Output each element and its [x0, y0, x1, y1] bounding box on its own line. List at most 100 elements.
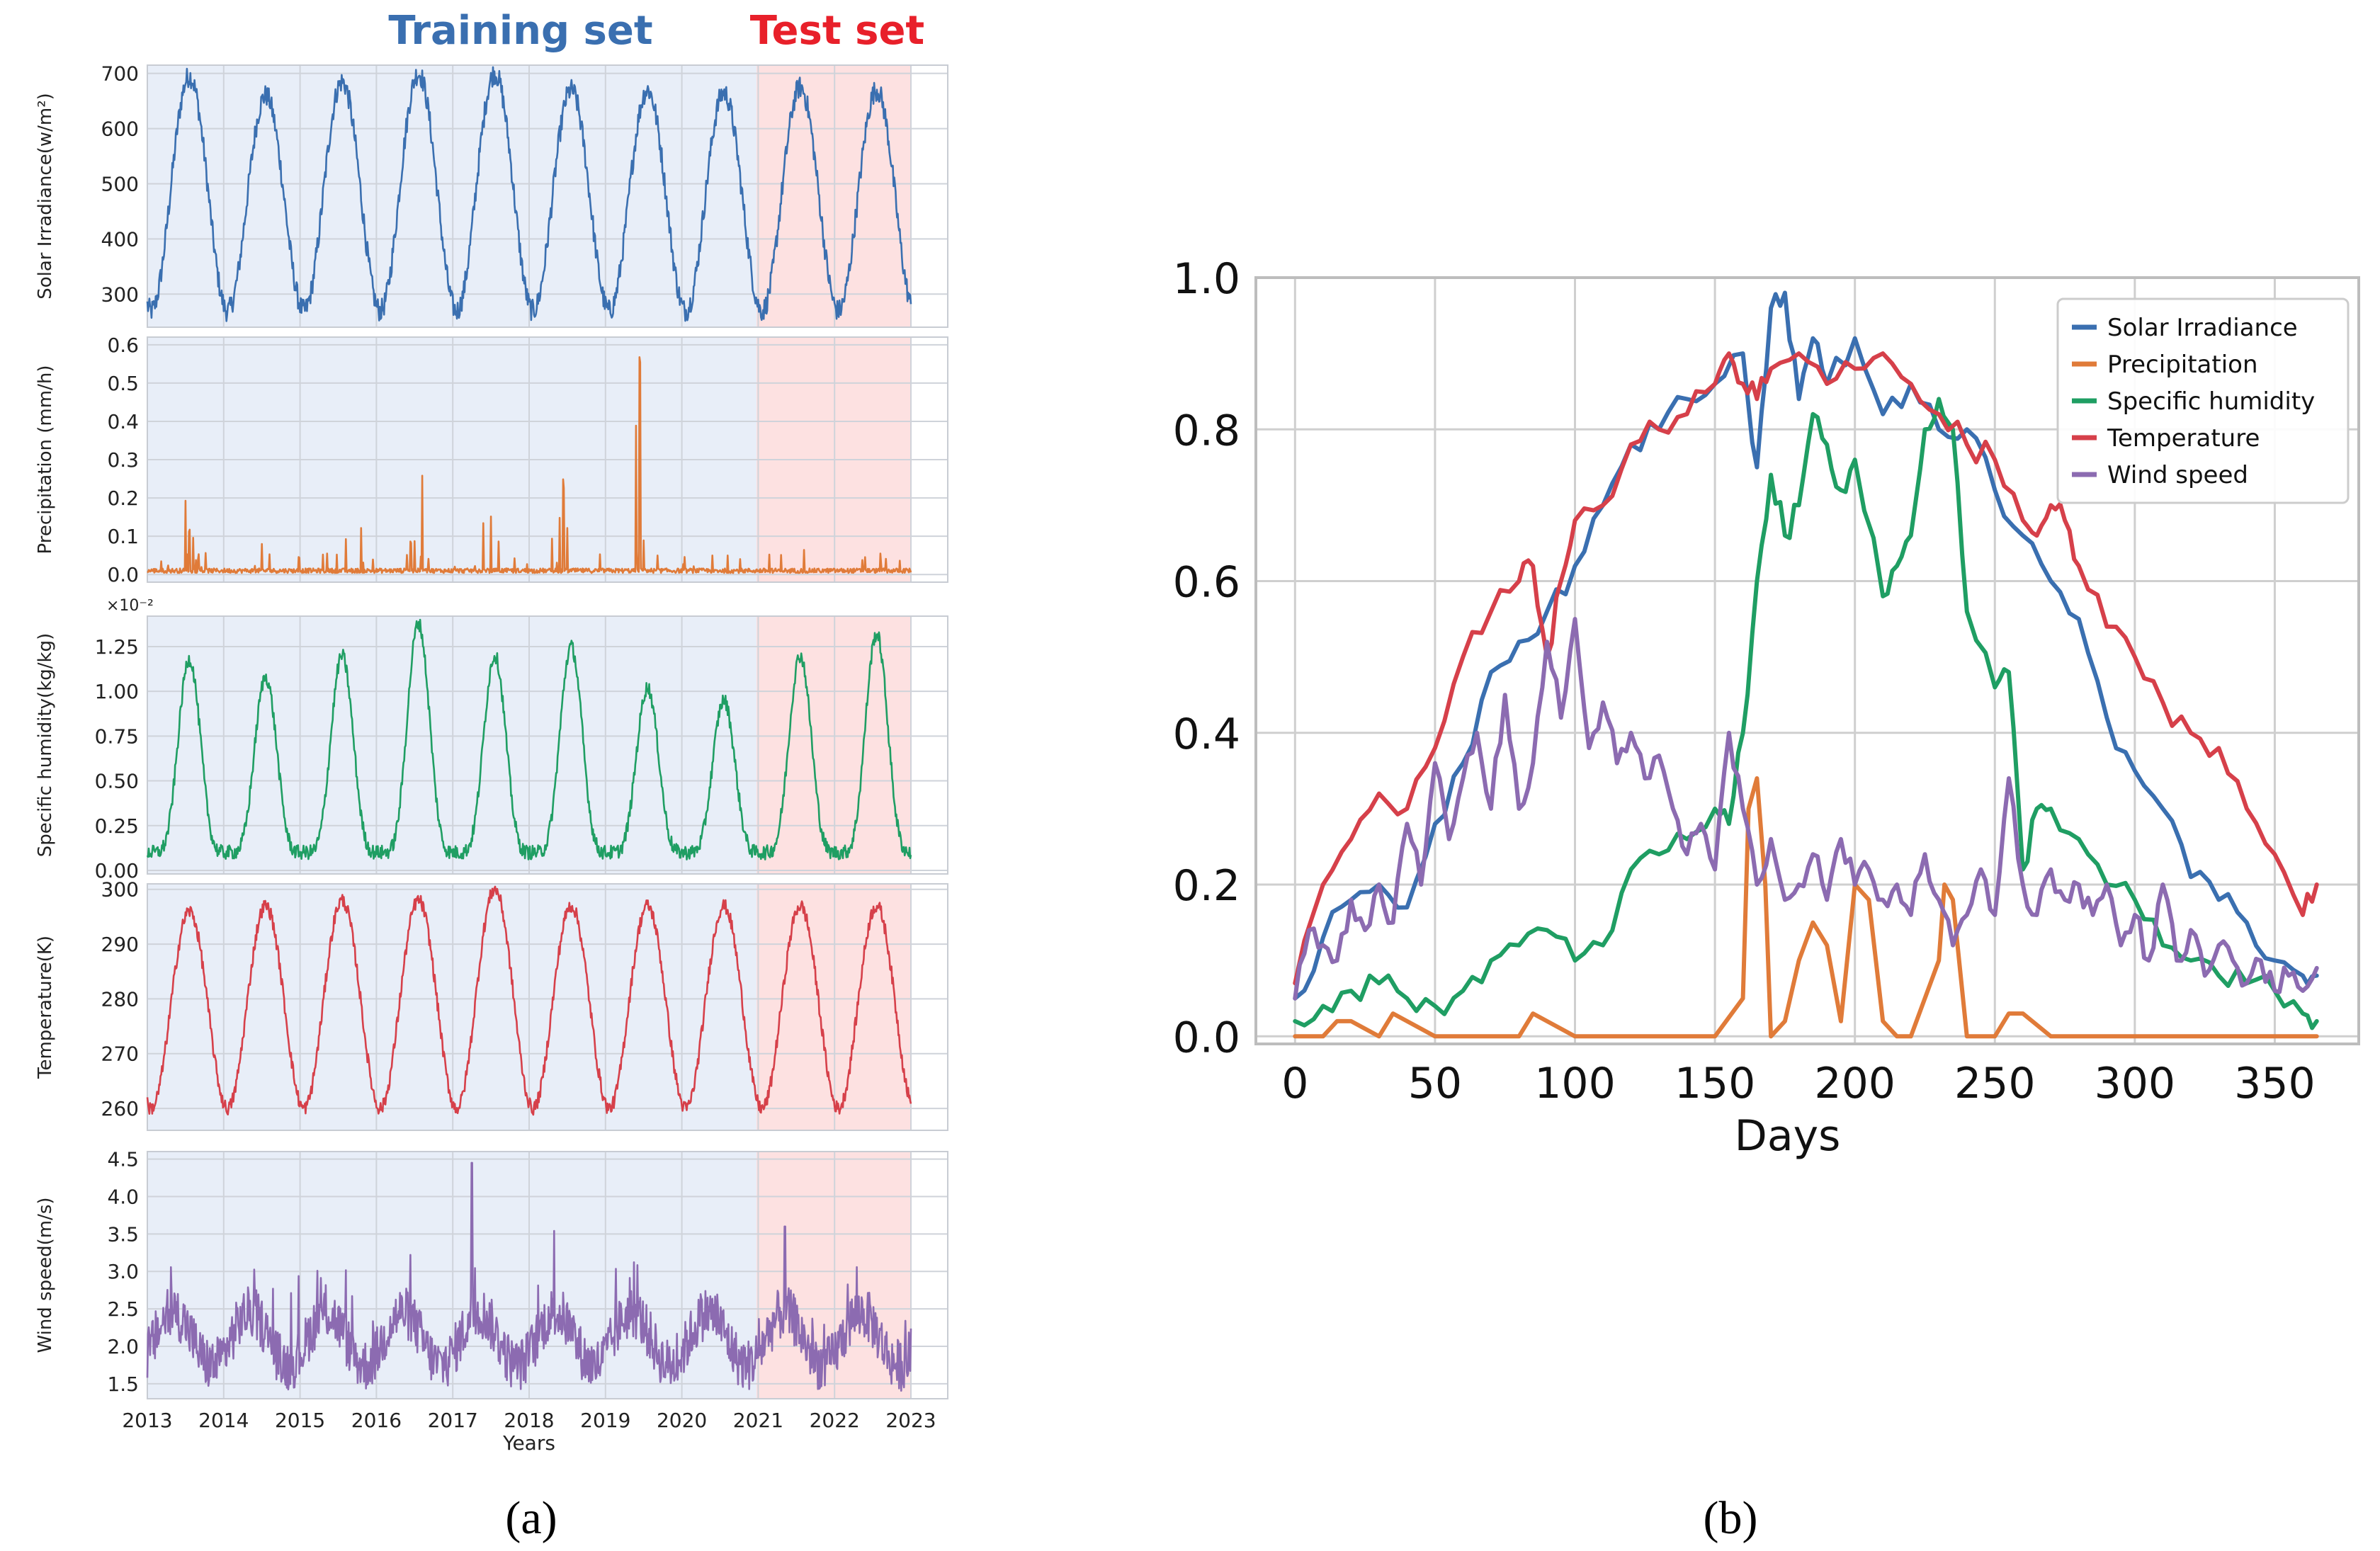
caption-b: (b): [1704, 1492, 1758, 1544]
ytick-a1-2: 500: [101, 172, 139, 195]
ylabel-a2: Precipitation (mm/h): [35, 365, 56, 555]
xtick-b-7: 350: [2234, 1059, 2316, 1108]
panel-b: 0 50 100 150 200 250 300 350 0.0 0.2 0.4 0.6 0.8 1.0 D…: [1173, 254, 2360, 1161]
ytick-b-4: 0.8: [1173, 406, 1240, 455]
xtick-a-5: 2018: [504, 1409, 554, 1432]
xtick-a-3: 2016: [351, 1409, 402, 1432]
ytick-a1-0: 300: [101, 283, 139, 306]
caption-a: (a): [505, 1492, 557, 1544]
legend-label-wind: Wind speed: [2107, 461, 2248, 489]
ytick-a3-4: 1.00: [95, 680, 139, 703]
ytick-b-0: 0.0: [1173, 1013, 1240, 1062]
xtick-a-7: 2020: [657, 1409, 707, 1432]
ytick-a2-3: 0.3: [107, 448, 139, 472]
frame-a5: [147, 1151, 948, 1399]
series-line-precip: [1293, 776, 2319, 1039]
series-line-a1: [146, 66, 912, 322]
y-multiplier-a3: ×10⁻²: [106, 597, 154, 615]
xlabel-a: Years: [502, 1431, 555, 1455]
ytick-a4-2: 280: [101, 987, 139, 1011]
series-line-wind: [1293, 617, 2319, 1001]
ytick-a2-5: 0.5: [107, 372, 139, 395]
xtick-a-6: 2019: [580, 1409, 630, 1432]
xtick-a-9: 2022: [810, 1409, 860, 1432]
ytick-a4-1: 270: [101, 1042, 139, 1066]
ytick-a2-2: 0.2: [107, 487, 139, 510]
ylabel-a5: Wind speed(m/s): [35, 1197, 56, 1353]
ytick-a5-5: 4.0: [107, 1185, 139, 1208]
ylabel-a3: Specific humidity(kg/kg): [35, 633, 56, 857]
training-shade-a3: [147, 616, 756, 874]
ytick-b-1: 0.2: [1173, 861, 1240, 911]
ytick-a5-4: 3.5: [107, 1222, 139, 1246]
ytick-a5-1: 2.0: [107, 1335, 139, 1358]
xtick-b-6: 300: [2095, 1059, 2176, 1108]
xtick-a-0: 2013: [122, 1409, 172, 1432]
frame-a3: [147, 615, 948, 875]
ytick-a1-1: 400: [101, 227, 139, 251]
frame-a4: [147, 883, 948, 1131]
series-line-humidity: [1293, 397, 2319, 1030]
legend-label-humidity: Specific humidity: [2107, 387, 2315, 416]
ytick-b-5: 1.0: [1173, 254, 1240, 304]
ytick-a5-2: 2.5: [107, 1297, 139, 1321]
series-line-a5: [146, 1161, 912, 1392]
ytick-a3-3: 0.75: [95, 725, 139, 748]
xtick-b-1: 50: [1408, 1059, 1462, 1108]
series-line-solar: [1293, 290, 2319, 1001]
figure-b: 0 50 100 150 200 250 300 350 0.0 0.2 0.4 0.6 0.8 1.0 D…: [1173, 254, 2360, 1544]
test-shade-a1: [756, 65, 911, 327]
ytick-a4-4: 300: [101, 878, 139, 902]
ytick-a5-3: 3.0: [107, 1260, 139, 1283]
ytick-b-3: 0.6: [1173, 558, 1240, 608]
test-shade-a3: [756, 616, 911, 874]
xtick-a-1: 2014: [198, 1409, 249, 1432]
training-set-label: Training set: [388, 8, 652, 54]
ytick-a4-3: 290: [101, 933, 139, 956]
test-shade-a4: [756, 884, 911, 1130]
ytick-a3-5: 1.25: [95, 635, 139, 659]
xlabel-b: Days: [1735, 1111, 1841, 1161]
xtick-b-5: 250: [1954, 1059, 2036, 1108]
panel-a5: 1.5 2.0 2.5 3.0 3.5 4.0 4.5 Wind speed(m/s) 2013…: [35, 1148, 948, 1455]
ytick-a1-4: 700: [101, 62, 139, 86]
panel-a2: 0.0 0.1 0.2 0.3 0.4 0.5 0.6 Precipitation (mm/h…: [35, 334, 948, 586]
series-line-temp: [1293, 351, 2319, 986]
xtick-b-4: 200: [1814, 1059, 1896, 1108]
xtick-a-2: 2015: [275, 1409, 325, 1432]
ytick-a3-2: 0.50: [95, 770, 139, 793]
ytick-a3-0: 0.00: [95, 859, 139, 882]
xtick-a-8: 2021: [733, 1409, 783, 1432]
frame-a2: [147, 336, 948, 583]
legend-label-precip: Precipitation: [2107, 351, 2258, 379]
training-shade-a4: [147, 884, 756, 1130]
legend-label-temp: Temperature: [2107, 424, 2260, 453]
panel-a4: 260 270 280 290 300 Temperature(K): [35, 878, 948, 1131]
ytick-a2-4: 0.4: [107, 410, 139, 433]
legend-box: [2056, 297, 2350, 504]
panel-a1: 300 400 500 600 700 Solar Irradiance(w/m²): [35, 62, 948, 328]
test-set-label: Test set: [750, 8, 924, 54]
panels-a: 300 400 500 600 700 Solar Irradiance(w/m²) 0.0…: [35, 62, 948, 1455]
xtick-b-3: 150: [1674, 1059, 1756, 1108]
legend-label-solar: Solar Irradiance: [2107, 314, 2298, 342]
ytick-a1-3: 600: [101, 118, 139, 141]
ytick-b-2: 0.4: [1173, 710, 1240, 759]
legend-b: Solar Irradiance Precipitation Specific hu…: [2056, 297, 2350, 504]
ylabel-a1: Solar Irradiance(w/m²): [35, 93, 56, 300]
xtick-b-2: 100: [1534, 1059, 1616, 1108]
figure-a: Training set Test set 300 400 500 600 700 Sol…: [0, 0, 953, 1551]
ylabel-a4: Temperature(K): [35, 936, 56, 1079]
series-line-a4: [146, 885, 912, 1116]
series-line-a3: [146, 618, 912, 860]
xtick-a-10: 2023: [885, 1409, 936, 1432]
ytick-a2-0: 0.0: [107, 563, 139, 586]
xtick-a-4: 2017: [428, 1409, 478, 1432]
ytick-a3-1: 0.25: [95, 814, 139, 838]
ytick-a4-0: 260: [101, 1097, 139, 1120]
ytick-a5-6: 4.5: [107, 1148, 139, 1171]
ytick-a2-1: 0.1: [107, 525, 139, 548]
panel-a3: 0.00 0.25 0.50 0.75 1.00 1.25 Specific humidit…: [35, 597, 948, 882]
xtick-b-0: 0: [1281, 1059, 1308, 1108]
